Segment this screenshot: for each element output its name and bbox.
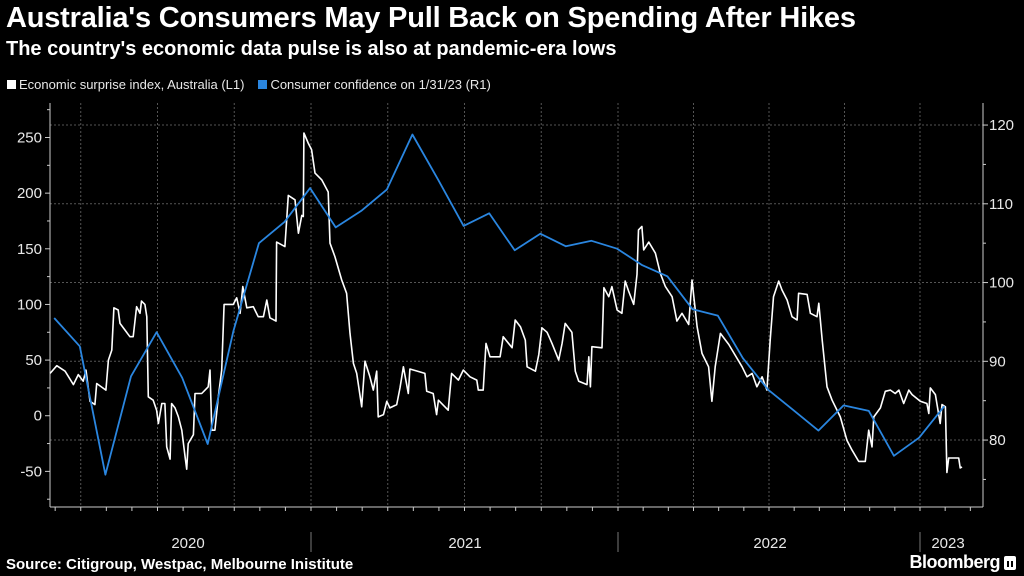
legend-item-surprise: Economic surprise index, Australia (L1) bbox=[7, 77, 244, 92]
left-tick-label: 50 bbox=[25, 352, 42, 369]
source-note: Source: Citigroup, Westpac, Melbourne In… bbox=[6, 556, 354, 573]
chart-subtitle: The country's economic data pulse is als… bbox=[6, 38, 617, 60]
x-tick-label: 2021 bbox=[448, 535, 481, 552]
surprise-index-line bbox=[49, 132, 963, 474]
legend-item-confidence: Consumer confidence on 1/31/23 (R1) bbox=[258, 77, 491, 92]
left-tick-label: 150 bbox=[17, 241, 42, 258]
left-tick-label: 250 bbox=[17, 130, 42, 147]
right-tick-label: 80 bbox=[989, 432, 1006, 449]
x-tick-label: 2023 bbox=[931, 535, 964, 552]
bloomberg-logo: Bloomberg bbox=[909, 552, 1016, 573]
legend-label: Economic surprise index, Australia (L1) bbox=[19, 77, 245, 92]
bloomberg-terminal-icon bbox=[1004, 555, 1016, 570]
legend: Economic surprise index, Australia (L1) … bbox=[7, 77, 491, 92]
chart-title: Australia's Consumers May Pull Back on S… bbox=[6, 2, 856, 34]
x-tick-label: 2022 bbox=[753, 535, 786, 552]
brand-name: Bloomberg bbox=[909, 552, 1000, 572]
x-tick-label: 2020 bbox=[171, 535, 204, 552]
surprise-index-series bbox=[49, 132, 963, 474]
right-tick-label: 100 bbox=[989, 275, 1014, 292]
left-tick-label: 0 bbox=[34, 408, 42, 425]
consumer-confidence-line bbox=[53, 133, 946, 476]
consumer-confidence-series bbox=[53, 133, 946, 476]
right-tick-label: 120 bbox=[989, 117, 1014, 134]
right-tick-label: 110 bbox=[989, 196, 1013, 213]
legend-label: Consumer confidence on 1/31/23 (R1) bbox=[270, 77, 491, 92]
left-tick-label: -50 bbox=[20, 463, 42, 480]
right-tick-label: 90 bbox=[989, 353, 1006, 370]
legend-swatch-blue bbox=[258, 80, 268, 89]
left-tick-label: 100 bbox=[17, 296, 42, 313]
left-tick-label: 200 bbox=[17, 185, 42, 202]
legend-swatch-white bbox=[7, 80, 16, 89]
